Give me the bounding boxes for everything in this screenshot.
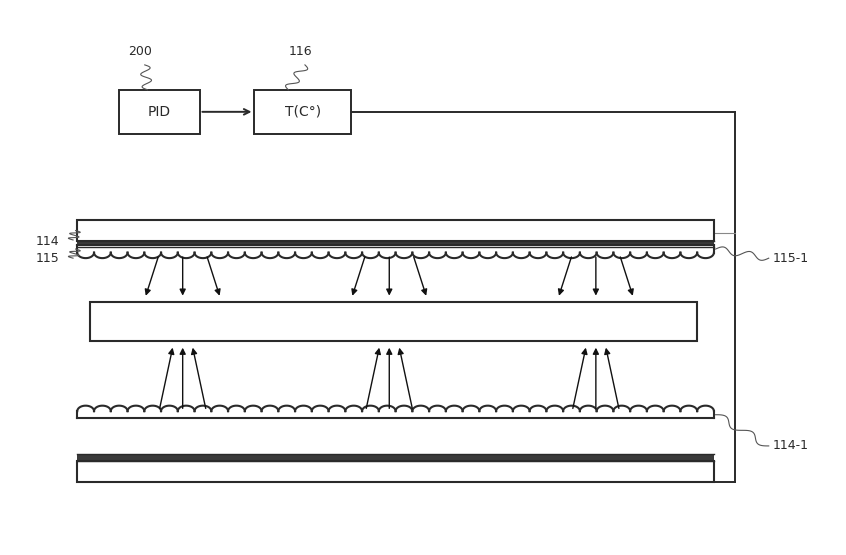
Bar bbox=[90, 302, 697, 341]
Text: 115: 115 bbox=[36, 251, 59, 265]
Text: PID: PID bbox=[148, 105, 171, 119]
Bar bbox=[77, 411, 714, 418]
Bar bbox=[77, 245, 714, 253]
Bar bbox=[255, 90, 351, 134]
Text: 116: 116 bbox=[289, 44, 312, 58]
Bar bbox=[119, 90, 200, 134]
Text: 200: 200 bbox=[129, 44, 152, 58]
Bar bbox=[77, 461, 714, 482]
Bar bbox=[77, 240, 714, 247]
Text: 114-1: 114-1 bbox=[773, 440, 809, 452]
Text: T(C°): T(C°) bbox=[285, 105, 321, 119]
Text: 114: 114 bbox=[36, 235, 59, 248]
Bar bbox=[77, 220, 714, 240]
Text: 115-1: 115-1 bbox=[773, 251, 809, 265]
Bar bbox=[77, 454, 714, 461]
